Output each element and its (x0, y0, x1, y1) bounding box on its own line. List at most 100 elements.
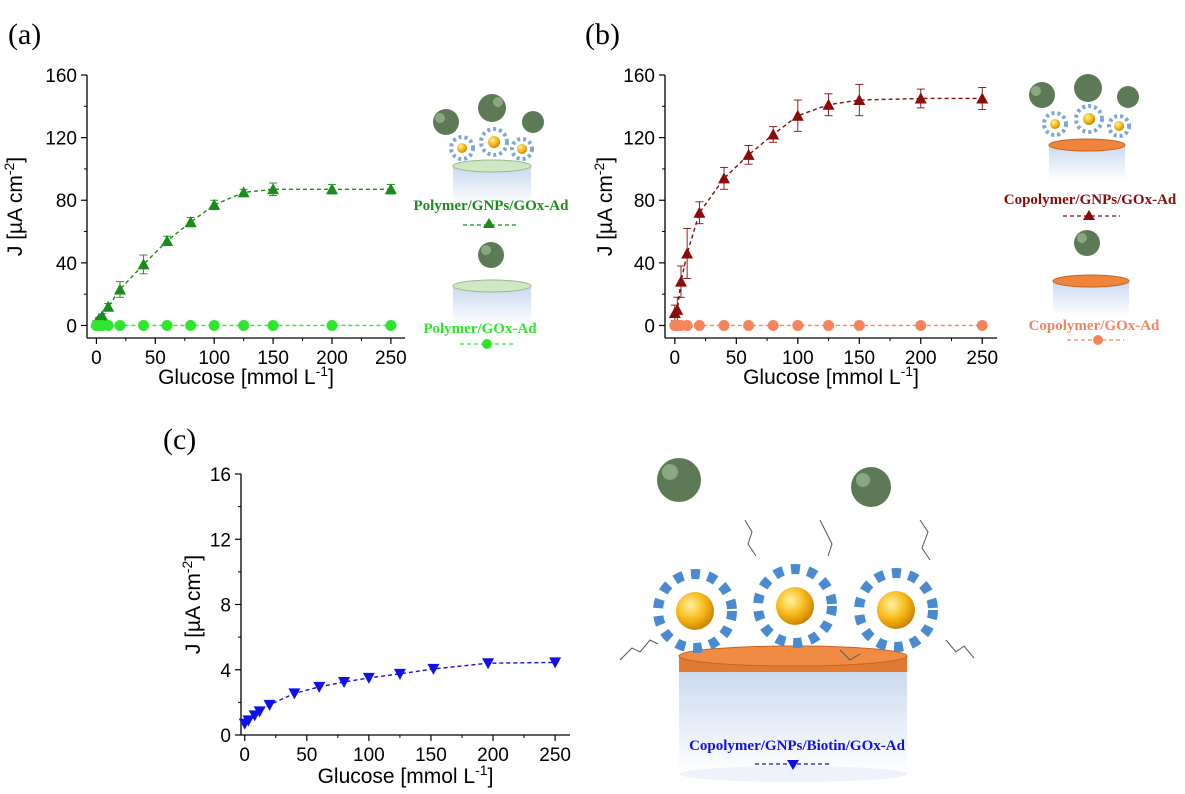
data-point (96, 310, 109, 322)
data-point (674, 275, 687, 287)
y-tick-label: 160 (623, 66, 655, 87)
legend-label-polymer-goxad: Polymer/GOx-Ad (423, 321, 537, 337)
data-point (693, 206, 706, 218)
data-point (681, 247, 694, 259)
data-point (238, 319, 250, 331)
y-tick-label: 8 (220, 596, 231, 617)
data-point (671, 303, 684, 315)
legend-marker-copolymer-goxad (1093, 335, 1103, 345)
x-tick-label: 0 (239, 745, 250, 766)
data-point (822, 98, 835, 110)
data-point (161, 234, 174, 246)
x-axis-title: Glucose [mmol L-1] (158, 363, 334, 389)
gold-nanoparticles-b (1042, 104, 1131, 138)
data-point (137, 258, 150, 270)
data-point (288, 688, 301, 700)
schematic-b: Copolymer/GNPs/GOx-Ad Copolymer/GOx-Ad (1004, 74, 1177, 345)
biotin-chains-c (619, 519, 975, 661)
y-tick-label: 40 (56, 254, 77, 275)
data-point (427, 663, 440, 675)
data-point (102, 319, 114, 331)
y-tick-label: 80 (56, 191, 77, 212)
data-point (253, 706, 266, 718)
data-point (313, 681, 326, 693)
data-point (393, 668, 406, 680)
data-point (102, 300, 115, 312)
y-axis-title: J [µA cm-2] (179, 555, 205, 654)
data-point (242, 715, 255, 727)
data-point (482, 658, 495, 670)
data-point (743, 319, 755, 331)
panel-label-c: (c) (163, 423, 196, 456)
data-point (114, 319, 126, 331)
y-tick-label: 4 (220, 661, 231, 682)
y-tick-label: 120 (623, 129, 655, 150)
x-tick-label: 100 (782, 348, 814, 369)
series-line-0 (95, 188, 391, 323)
data-point (853, 94, 866, 106)
x-tick-label: 150 (257, 348, 289, 369)
x-axis-title: Glucose [mmol L-1] (318, 762, 494, 788)
data-point (823, 319, 835, 331)
legend-label-copolymer-gnps-goxad: Copolymer/GNPs/GOx-Ad (1004, 192, 1177, 208)
series-line-0 (674, 97, 983, 314)
x-tick-label: 50 (726, 348, 747, 369)
gold-nanoparticles-c (653, 564, 938, 653)
schematic-c: Copolymer/GNPs/Biotin/GOx-Ad (619, 458, 975, 782)
data-point (767, 319, 779, 331)
data-point (915, 319, 927, 331)
data-point (161, 319, 173, 331)
data-point (914, 92, 927, 104)
y-tick-label: 0 (644, 316, 655, 337)
y-tick-label: 160 (45, 66, 77, 87)
legend-marker-copolymer-gnps-goxad (1083, 210, 1095, 220)
enzyme-clusters-c (657, 458, 891, 507)
x-tick-label: 250 (966, 348, 998, 369)
data-point (138, 319, 150, 331)
y-tick-label: 40 (634, 254, 655, 275)
y-tick-label: 12 (210, 530, 231, 551)
legend-label-copolymer-gnps-biotin-goxad: Copolymer/GNPs/Biotin/GOx-Ad (689, 738, 905, 754)
y-tick-label: 120 (45, 129, 77, 150)
x-axis-title: Glucose [mmol L-1] (743, 363, 919, 389)
data-point (976, 319, 988, 331)
data-point (384, 183, 397, 195)
x-tick-label: 50 (296, 745, 317, 766)
data-point (853, 319, 865, 331)
legend-marker-polymer-goxad (482, 339, 492, 349)
x-tick-label: 100 (353, 745, 385, 766)
x-tick-label: 250 (375, 348, 407, 369)
data-point (742, 148, 755, 160)
x-tick-label: 200 (477, 745, 509, 766)
schematic-a: Polymer/GNPs/GOx-Ad Polymer/GOx-Ad (414, 94, 570, 349)
x-tick-label: 0 (670, 348, 681, 369)
chart-panel-b: 0 50 100 150 200 250 0 40 80 120 160 Glucose [mmol … (591, 66, 998, 389)
data-point (113, 283, 126, 295)
data-point (976, 92, 989, 104)
panel-label-a: (a) (8, 18, 41, 51)
legend-label-polymer-gnps-goxad: Polymer/GNPs/GOx-Ad (414, 198, 570, 214)
data-point (549, 657, 562, 669)
data-point (184, 216, 197, 228)
y-tick-label: 0 (66, 316, 77, 337)
data-point (237, 186, 250, 198)
data-point (792, 319, 804, 331)
legend-marker-copolymer-gnps-biotin-goxad (787, 760, 799, 770)
data-point (208, 319, 220, 331)
data-point (718, 172, 731, 184)
data-point (338, 676, 351, 688)
y-tick-label: 80 (634, 191, 655, 212)
chart-panel-c: 0 50 100 150 200 250 0 4 8 12 16 Glucose [mmol L-1]… (179, 465, 571, 788)
data-point (326, 319, 338, 331)
electrode-b-top (1048, 138, 1126, 180)
data-point (693, 319, 705, 331)
electrode-b-bottom (1052, 230, 1130, 316)
y-axis-title: J [µA cm-2] (1, 157, 27, 256)
enzyme-clusters-b (1029, 74, 1139, 108)
panel-label-b: (b) (585, 18, 620, 51)
data-point (718, 319, 730, 331)
x-tick-label: 250 (539, 745, 571, 766)
y-tick-label: 0 (220, 726, 231, 747)
data-point (767, 128, 780, 140)
